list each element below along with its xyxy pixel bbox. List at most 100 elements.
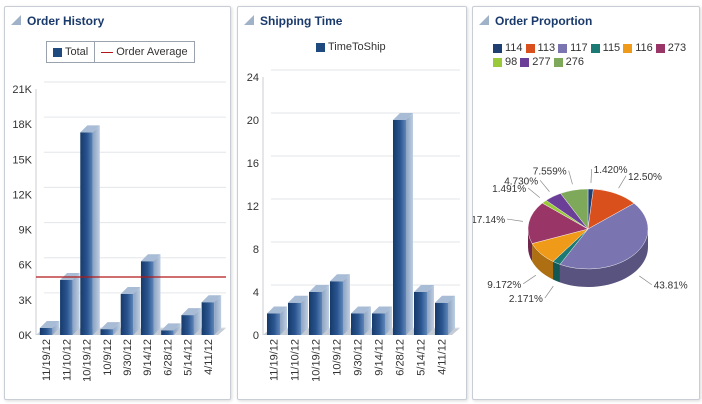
legend-item-116[interactable]: 116 (623, 42, 653, 54)
pie-data-label: 1.420% (594, 165, 628, 176)
order-history-chart: 0K 3K 6K 9K 12K 15K 18K 21K 11/19/12 11/10/12 10/1… (12, 81, 226, 382)
x-tick-label: 10/19/12 (311, 339, 323, 382)
legend-swatch (493, 57, 502, 67)
y-tick-label: 18K (12, 119, 32, 131)
legend-item-276[interactable]: 276 (553, 56, 584, 68)
legend-label: 277 (532, 56, 551, 68)
bar[interactable] (413, 285, 435, 335)
legend-label: TimeToShip (328, 41, 386, 53)
bar[interactable] (350, 306, 372, 336)
pie-data-label: 4.730% (504, 176, 538, 187)
pie-leader-line (527, 187, 541, 198)
x-tick-label: 11/10/12 (290, 339, 302, 381)
y-tick-label: 20 (247, 115, 259, 127)
legend-item-273[interactable]: 273 (655, 42, 686, 54)
panel-title: Order History (27, 14, 105, 28)
pie-data-label: 2.171% (509, 294, 543, 305)
pie-legend: 114 113 117 115 116 273 98 277 276 (493, 42, 702, 70)
collapse-triangle-icon[interactable] (243, 14, 255, 26)
pie-data-label: 17.14% (473, 215, 505, 226)
y-tick-label: 8 (253, 244, 259, 256)
pie-slice-117[interactable] (559, 203, 649, 270)
x-tick-label: 11/19/12 (269, 339, 281, 381)
bar[interactable] (120, 287, 141, 335)
bar[interactable] (434, 295, 456, 335)
legend-item-114[interactable]: 114 (493, 42, 523, 54)
chart-legend: Total Order Average (46, 41, 195, 63)
pie-data-label: 1.491% (492, 184, 526, 195)
bar[interactable] (140, 254, 161, 335)
pie-slice-side (532, 243, 554, 280)
pie-leader-line (523, 274, 537, 285)
pie-slice-276[interactable] (560, 188, 589, 230)
pie-leader-line (568, 170, 573, 185)
x-tick-label: 5/14/12 (183, 339, 195, 376)
x-tick-label: 9/30/12 (122, 339, 134, 376)
bar[interactable] (371, 306, 393, 336)
x-tick-label: 11/10/12 (61, 339, 73, 381)
y-tick-label: 16 (247, 158, 259, 170)
y-tick-label: 12 (247, 201, 259, 213)
bar[interactable] (100, 322, 121, 335)
x-tick-label: 9/14/12 (374, 339, 386, 376)
bar[interactable] (329, 274, 351, 335)
legend-swatch (558, 43, 568, 53)
bar[interactable] (201, 295, 222, 335)
collapse-triangle-icon[interactable] (10, 14, 22, 26)
pie-slice-side (553, 261, 560, 283)
legend-swatch (520, 57, 530, 67)
bar[interactable] (308, 285, 330, 335)
bar[interactable] (266, 306, 288, 336)
legend-item-115[interactable]: 115 (590, 42, 621, 54)
legend-label: 115 (602, 42, 621, 54)
legend-item-277[interactable]: 277 (520, 56, 551, 68)
legend-line-swatch (101, 51, 114, 53)
shipping-time-panel: Shipping Time TimeToShip 0 4 8 12 16 20 24 11/1… (237, 6, 467, 400)
x-tick-label: 10/9/12 (332, 339, 344, 376)
bar[interactable] (60, 272, 80, 335)
collapse-triangle-icon[interactable] (478, 14, 490, 26)
x-tick-label: 11/19/12 (41, 339, 53, 381)
legend-label: 116 (635, 42, 653, 54)
y-tick-label: 0K (19, 330, 33, 342)
legend-label: 113 (537, 42, 556, 54)
bar[interactable] (181, 308, 201, 335)
x-tick-label: 10/9/12 (102, 339, 114, 376)
y-tick-label: 3K (19, 295, 33, 307)
bar[interactable] (80, 125, 100, 335)
legend-label: Total (65, 46, 89, 58)
pie-data-label: 9.172% (487, 280, 521, 291)
pie-leader-line (507, 218, 523, 222)
legend-label: 114 (505, 42, 523, 54)
pie-data-label: 7.559% (533, 167, 567, 178)
legend-item-117[interactable]: 117 (558, 42, 588, 54)
y-tick-label: 21K (12, 84, 32, 96)
pie-slice-273[interactable] (527, 202, 589, 244)
bar[interactable] (287, 295, 309, 335)
legend-item-order-average[interactable]: Order Average (95, 46, 188, 58)
x-tick-label: 9/30/12 (353, 339, 365, 376)
shipping-time-chart: 0 4 8 12 16 20 24 11/19/12 11/10/12 10/19/12 10/9/… (247, 69, 460, 382)
x-tick-label: 10/19/12 (82, 339, 94, 382)
chart-legend: TimeToShip (310, 38, 392, 56)
legend-swatch (525, 43, 535, 53)
legend-item-total[interactable]: Total (53, 46, 88, 58)
x-tick-label: 6/28/12 (395, 339, 407, 376)
x-tick-label: 9/14/12 (142, 339, 154, 376)
shipping-time-header: Shipping Time (238, 7, 466, 33)
legend-swatch (53, 47, 62, 57)
legend-item-98[interactable]: 98 (493, 56, 517, 68)
bar[interactable] (392, 113, 414, 335)
y-tick-label: 4 (253, 287, 259, 299)
pie-leader-line (618, 175, 627, 189)
legend-label: 98 (505, 56, 518, 68)
legend-item-113[interactable]: 113 (525, 42, 556, 54)
x-tick-label: 6/28/12 (162, 339, 174, 376)
legend-label: 276 (565, 56, 584, 68)
order-proportion-chart: 1.420%12.50% 43.81% 2.171% 9.172% 17.14% 1.49… (473, 165, 688, 305)
x-tick-label: 5/14/12 (416, 339, 428, 376)
legend-item-timetoship[interactable]: TimeToShip (316, 41, 386, 53)
bar[interactable] (39, 320, 60, 335)
pie-leader-line (639, 275, 652, 286)
bar[interactable] (161, 323, 181, 335)
